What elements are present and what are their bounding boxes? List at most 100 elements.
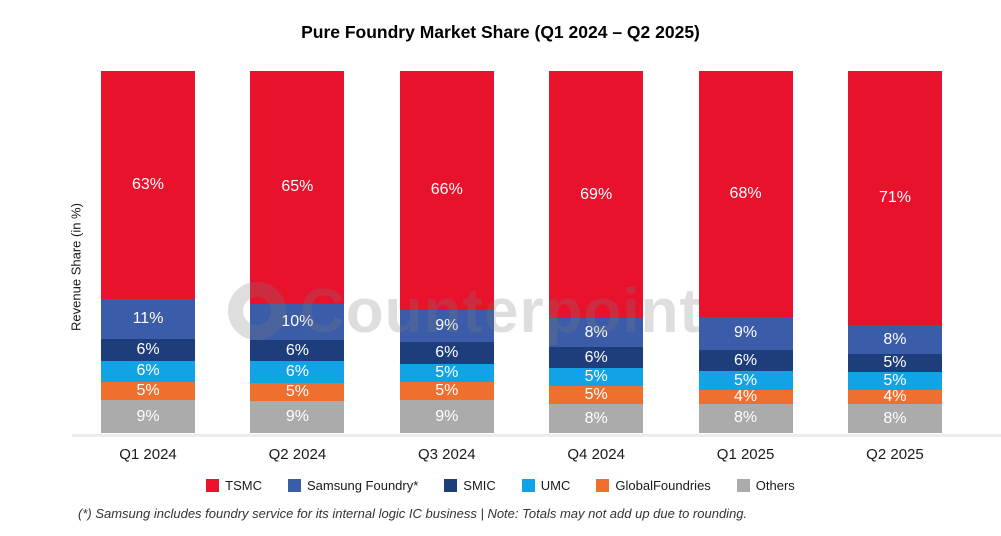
segment-umc: 6% xyxy=(250,361,345,383)
segment-value-label: 8% xyxy=(883,409,907,427)
segment-smic: 6% xyxy=(549,346,644,369)
x-axis-line xyxy=(72,434,1001,437)
segment-value-label: 9% xyxy=(136,407,160,425)
segment-tsmc: 69% xyxy=(549,71,644,319)
segment-umc: 5% xyxy=(399,364,494,383)
segment-tsmc: 68% xyxy=(698,71,793,318)
segment-smic: 6% xyxy=(250,339,345,362)
segment-tsmc: 63% xyxy=(101,71,195,300)
legend: TSMC Samsung Foundry* SMIC UMC GlobalFoundri… xyxy=(0,478,1001,493)
segment-value-label: 6% xyxy=(435,344,459,362)
segment-others: 8% xyxy=(698,404,793,433)
segment-globalfoundries: 5% xyxy=(549,386,644,405)
segment-umc: 5% xyxy=(549,368,644,387)
segment-samsung-foundry: 9% xyxy=(698,317,793,350)
segment-smic: 6% xyxy=(399,342,494,365)
segment-value-label: 6% xyxy=(136,340,160,358)
segment-tsmc: 65% xyxy=(250,71,345,304)
x-axis-label-q2-2025: Q2 2025 xyxy=(866,446,924,463)
x-axis-label-q4-2024: Q4 2024 xyxy=(567,446,625,463)
segment-tsmc: 71% xyxy=(847,71,942,326)
segment-samsung-foundry: 11% xyxy=(101,299,195,339)
plot-area: 63% 11% 6% 6% 5% 9% 65% 10% 6% 6% 5% 9% 66% 9% 6% 5% 5% 9… xyxy=(101,71,942,433)
legend-swatch-icon xyxy=(206,479,220,492)
legend-label: UMC xyxy=(540,478,571,493)
x-axis-label-q1-2024: Q1 2024 xyxy=(119,446,177,463)
legend-swatch-icon xyxy=(736,479,750,492)
segment-value-label: 5% xyxy=(883,372,907,389)
segment-value-label: 9% xyxy=(435,317,459,335)
segment-samsung-foundry: 10% xyxy=(250,303,345,340)
segment-value-label: 65% xyxy=(281,178,314,196)
bar-q1-2025: 68% 9% 6% 5% 4% 8% xyxy=(698,71,793,433)
legend-swatch-icon xyxy=(444,479,458,492)
segment-umc: 5% xyxy=(698,371,793,390)
segment-value-label: 4% xyxy=(734,389,758,405)
segment-samsung-foundry: 8% xyxy=(549,318,644,347)
legend-label: TSMC xyxy=(225,478,263,493)
segment-tsmc: 66% xyxy=(399,71,494,310)
segment-value-label: 6% xyxy=(584,348,608,366)
segment-value-label: 5% xyxy=(285,382,309,400)
segment-samsung-foundry: 8% xyxy=(847,325,942,355)
legend-swatch-icon xyxy=(288,479,302,492)
segment-samsung-foundry: 9% xyxy=(399,309,494,343)
segment-smic: 5% xyxy=(847,354,942,373)
bar-q3-2024: 66% 9% 6% 5% 5% 9% xyxy=(399,71,494,433)
segment-value-label: 5% xyxy=(734,371,758,389)
legend-swatch-icon xyxy=(596,479,610,492)
legend-item-smic: SMIC xyxy=(444,478,496,493)
chart-title: Pure Foundry Market Share (Q1 2024 – Q2 … xyxy=(301,22,700,42)
legend-label: GlobalFoundries xyxy=(615,478,711,493)
segment-value-label: 8% xyxy=(584,323,608,341)
segment-value-label: 11% xyxy=(132,309,164,327)
segment-others: 9% xyxy=(250,400,345,433)
segment-globalfoundries: 4% xyxy=(847,389,942,405)
footnote: (*) Samsung includes foundry service for… xyxy=(78,506,748,521)
segment-umc: 6% xyxy=(101,360,195,383)
segment-smic: 6% xyxy=(101,338,195,361)
legend-label: Others xyxy=(755,478,795,493)
legend-item-others: Others xyxy=(736,478,795,493)
segment-globalfoundries: 5% xyxy=(399,382,494,401)
segment-value-label: 10% xyxy=(281,312,314,330)
segment-value-label: 6% xyxy=(285,363,309,381)
segment-value-label: 9% xyxy=(435,407,459,425)
x-axis-label-q1-2025: Q1 2025 xyxy=(716,446,775,463)
segment-value-label: 5% xyxy=(584,386,608,404)
legend-item-tsmc: TSMC xyxy=(206,478,262,493)
y-axis-label: Revenue Share (in %) xyxy=(68,203,84,331)
bar-q4-2024: 69% 8% 6% 5% 5% 8% xyxy=(549,71,644,433)
x-axis-labels: Q1 2024 Q2 2024 Q3 2024 Q4 2024 Q1 2025 Q2 20… xyxy=(101,446,942,463)
segment-value-label: 4% xyxy=(883,389,907,405)
segment-value-label: 5% xyxy=(584,368,608,386)
bar-q2-2025: 71% 8% 5% 5% 4% 8% xyxy=(847,71,942,433)
segment-others: 9% xyxy=(399,400,494,433)
segment-value-label: 8% xyxy=(734,409,758,427)
segment-value-label: 9% xyxy=(285,407,309,425)
segment-others: 9% xyxy=(101,400,195,433)
segment-value-label: 63% xyxy=(131,176,165,194)
segment-globalfoundries: 5% xyxy=(101,382,195,401)
segment-value-label: 68% xyxy=(729,185,762,203)
segment-globalfoundries: 5% xyxy=(250,382,345,401)
segment-value-label: 9% xyxy=(734,324,758,342)
legend-item-samsung-foundry: Samsung Foundry* xyxy=(288,478,418,493)
segment-globalfoundries: 4% xyxy=(698,389,793,405)
segment-value-label: 5% xyxy=(136,382,160,400)
segment-value-label: 8% xyxy=(883,330,907,348)
segment-others: 8% xyxy=(847,404,942,433)
segment-value-label: 5% xyxy=(435,382,459,400)
x-axis-label-q3-2024: Q3 2024 xyxy=(418,446,476,463)
bar-q2-2024: 65% 10% 6% 6% 5% 9% xyxy=(250,71,345,433)
legend-swatch-icon xyxy=(521,479,535,492)
segment-value-label: 66% xyxy=(430,181,463,199)
segment-value-label: 6% xyxy=(734,351,758,369)
segment-value-label: 5% xyxy=(435,364,459,382)
segment-others: 8% xyxy=(549,404,644,433)
segment-value-label: 6% xyxy=(136,362,160,380)
segment-value-label: 8% xyxy=(584,409,608,427)
bar-q1-2024: 63% 11% 6% 6% 5% 9% xyxy=(101,71,195,433)
legend-item-globalfoundries: GlobalFoundries xyxy=(596,478,711,493)
